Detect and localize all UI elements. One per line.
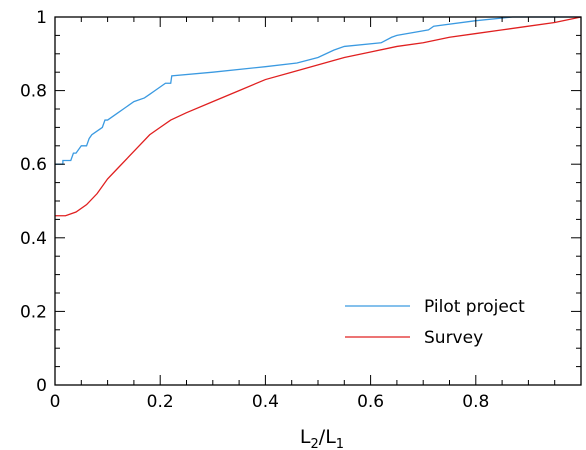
x-axis-title-subscript: 2 xyxy=(311,437,319,450)
x-axis-title-part: / xyxy=(319,426,326,448)
x-axis-title-part: L xyxy=(325,426,336,448)
y-tick-label: 0.6 xyxy=(20,155,47,175)
plot-layer xyxy=(55,16,582,217)
x-tick-label: 0.8 xyxy=(462,392,489,412)
axes-layer: 0 0.2 0.4 0.6 0.8 0 0.2 0.4 0.6 0.8 1 xyxy=(20,8,582,412)
y-tick-label: 0.4 xyxy=(20,229,47,249)
y-tick-label: 0 xyxy=(36,376,47,396)
y-tick-label: 0.8 xyxy=(20,82,47,102)
x-tick-label: 0 xyxy=(50,392,61,412)
y-tick-label: 1 xyxy=(36,8,47,28)
y-tick-label: 0.2 xyxy=(20,302,47,322)
series-line-2 xyxy=(55,16,582,217)
plot-frame xyxy=(54,16,582,386)
x-axis-title-subscript: 1 xyxy=(336,437,344,450)
x-axis-title-part: L xyxy=(300,426,311,448)
x-tick-label: 0.2 xyxy=(147,392,174,412)
x-axis-title: L2/L1 xyxy=(300,426,344,450)
x-tick-label: 0.4 xyxy=(252,392,279,412)
chart-legend: Pilot project Survey xyxy=(345,297,525,348)
series-line-1 xyxy=(55,16,581,165)
x-tick-label: 0.6 xyxy=(357,392,384,412)
legend-label: Pilot project xyxy=(424,297,525,317)
legend-label: Survey xyxy=(424,328,483,348)
